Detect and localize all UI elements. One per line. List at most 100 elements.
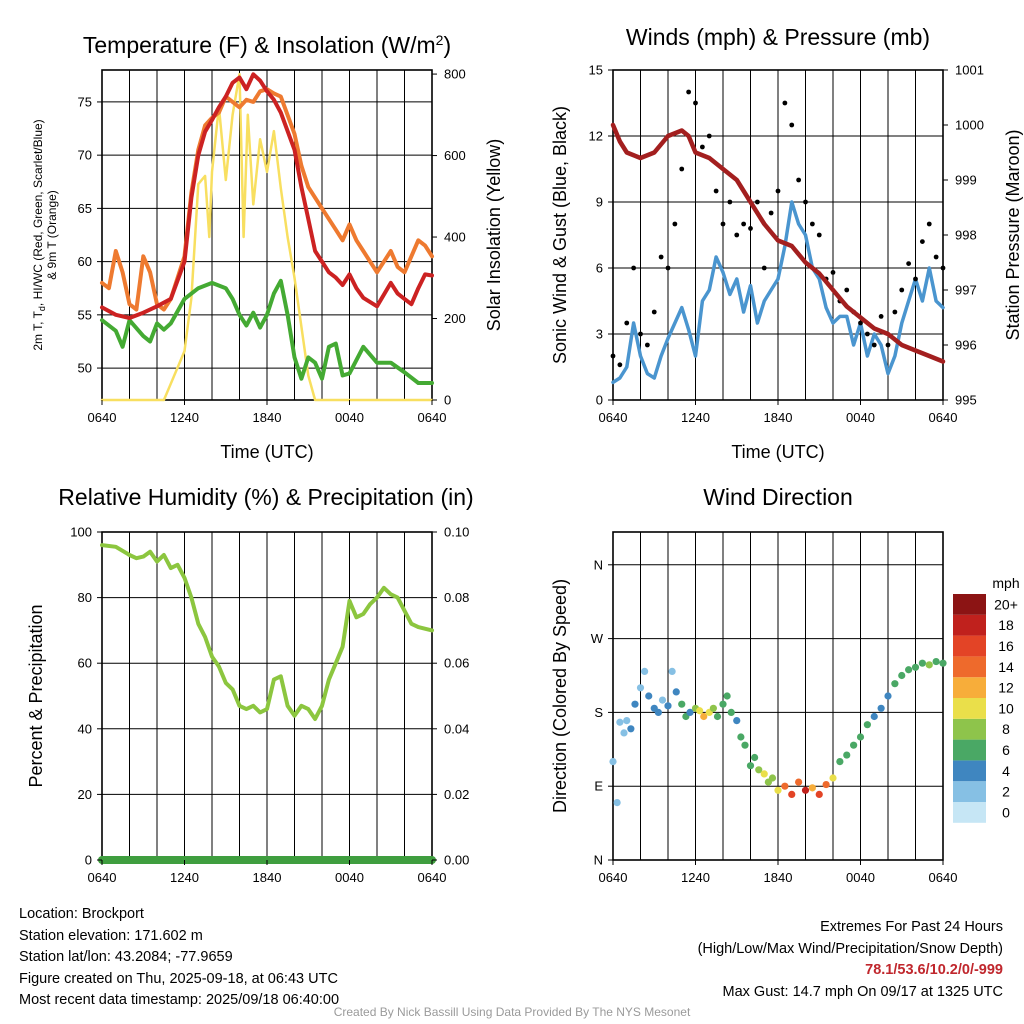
direction-point <box>623 717 631 725</box>
dir-x-ticks: 0640 1240 1840 0040 0640 <box>599 860 958 885</box>
wind-y-ticks: 0 3 6 9 12 15 <box>589 63 613 408</box>
direction-point <box>760 770 768 778</box>
rh-x-tick-label: 0040 <box>335 870 364 885</box>
temp-ylabel-left: 2m T, Td, HI/WC (Red, Green, Scarlet/Blu… <box>31 119 59 350</box>
direction-point <box>939 659 947 667</box>
dir-x-tick-label: 0640 <box>599 870 628 885</box>
direction-point <box>713 712 722 721</box>
legend-label: 14 <box>998 659 1014 675</box>
rh-ylabel-left: Percent & Precipitation <box>26 604 46 787</box>
direction-point <box>925 661 933 669</box>
recent-text: Most recent data timestamp: 2025/09/18 0… <box>19 992 340 1008</box>
dir-y-tick-label: E <box>594 779 603 794</box>
extremes-subtitle: (High/Low/Max Wind/Precipitation/Snow De… <box>697 940 1003 957</box>
extremes-title: Extremes For Past 24 Hours <box>820 919 1003 935</box>
location-text: Location: Brockport <box>19 906 144 922</box>
direction-point <box>654 708 662 717</box>
gust-point <box>693 100 698 106</box>
legend-swatch <box>953 718 986 740</box>
direction-point <box>631 700 639 708</box>
temp-2m-line <box>100 72 434 320</box>
temp-y2-tick-label: 600 <box>444 148 466 163</box>
gust-point <box>631 265 637 271</box>
extremes-info: Extremes For Past 24 Hours (High/Low/Max… <box>698 917 1003 1003</box>
gust-point <box>830 270 836 275</box>
gust-point <box>638 331 643 337</box>
gust-point <box>610 353 616 359</box>
direction-point <box>911 663 920 671</box>
temp-y2-ticks: 0 200 400 600 800 <box>432 67 466 408</box>
rh-y-tick-label: 40 <box>78 721 92 736</box>
direction-point <box>737 733 745 741</box>
legend-swatch <box>953 760 986 782</box>
legend-swatch <box>953 594 986 615</box>
created-text: Figure created on Thu, 2025-09-18, at 06… <box>19 970 338 987</box>
wind-ylabel-right: Station Pressure (Maroon) <box>1003 129 1023 340</box>
gust-point <box>809 221 815 227</box>
wind-y2-ticks: 995 996 997 998 999 1000 1001 <box>943 63 984 408</box>
gust-point <box>720 221 726 227</box>
wind-speed-line <box>611 200 945 385</box>
gust-point <box>679 166 685 172</box>
direction-point <box>884 692 892 700</box>
temp-y-tick-label: 55 <box>78 307 92 322</box>
gust-point <box>899 287 905 293</box>
wind-title: Winds (mph) & Pressure (mb) <box>626 24 930 50</box>
gust-point <box>748 226 753 231</box>
gust-point <box>919 239 925 245</box>
wind-xlabel: Time (UTC) <box>731 442 824 462</box>
wind-x-tick-label: 1840 <box>764 410 793 425</box>
direction-point <box>905 666 913 674</box>
dir-x-tick-label: 0640 <box>929 870 958 885</box>
temp-grid <box>102 70 432 400</box>
legend-label: 16 <box>998 638 1014 654</box>
direction-point <box>627 725 635 733</box>
direction-point <box>727 708 735 717</box>
temp-x-tick-label: 0040 <box>335 410 364 425</box>
temp-x-tick-label: 1840 <box>253 410 282 425</box>
rh-x-tick-label: 1240 <box>170 870 199 885</box>
direction-point <box>795 778 803 786</box>
wind-x-tick-label: 1240 <box>681 410 710 425</box>
latlon-text: Station lat/lon: 43.2084; -77.9659 <box>19 949 233 965</box>
direction-point <box>863 721 871 729</box>
temp-series <box>100 72 434 402</box>
direction-point <box>829 774 837 782</box>
dir-x-tick-label: 1840 <box>764 870 793 885</box>
gust-point <box>665 265 671 271</box>
legend-label: 12 <box>998 680 1014 696</box>
gust-point <box>651 309 657 315</box>
legend-label: 8 <box>1002 721 1010 737</box>
gust-point <box>885 342 891 348</box>
gust-point <box>782 100 788 106</box>
temp-y2-tick-label: 200 <box>444 311 466 326</box>
rh-x-ticks: 0640 1240 1840 0040 0640 <box>88 860 447 885</box>
direction-point <box>746 762 755 770</box>
rh-y2-tick-label: 0.00 <box>444 853 469 868</box>
temp-title: Temperature (F) & Insolation (W/m2) <box>83 32 451 58</box>
rh-line <box>100 543 434 721</box>
extremes-values: 78.1/53.6/10.2/0/-999 <box>865 962 1003 978</box>
temp-y-tick-label: 75 <box>78 94 92 109</box>
direction-point <box>733 717 741 725</box>
legend-swatch <box>953 802 986 823</box>
gust-point <box>617 362 623 368</box>
dir-y-tick-label: W <box>591 631 604 646</box>
temp-y-tick-label: 65 <box>78 201 92 216</box>
rh-y-tick-label: 100 <box>70 525 92 540</box>
legend-label: 2 <box>1002 784 1010 800</box>
legend-label: 4 <box>1002 763 1010 779</box>
dir-ylabel-left: Direction (Colored By Speed) <box>550 579 570 813</box>
max-gust-text: Max Gust: 14.7 mph On 09/17 at 1325 UTC <box>722 983 1003 1000</box>
legend-swatch <box>953 614 986 636</box>
rh-y2-tick-label: 0.10 <box>444 525 469 540</box>
rh-x-tick-label: 0640 <box>418 870 447 885</box>
wind-y-tick-label: 6 <box>596 261 603 276</box>
gust-point <box>913 276 918 282</box>
dir-series <box>609 657 947 807</box>
direction-point <box>636 684 645 692</box>
wind-y2-tick-label: 998 <box>955 228 977 243</box>
credit-text: Created By Nick Bassill Using Data Provi… <box>333 1005 691 1019</box>
